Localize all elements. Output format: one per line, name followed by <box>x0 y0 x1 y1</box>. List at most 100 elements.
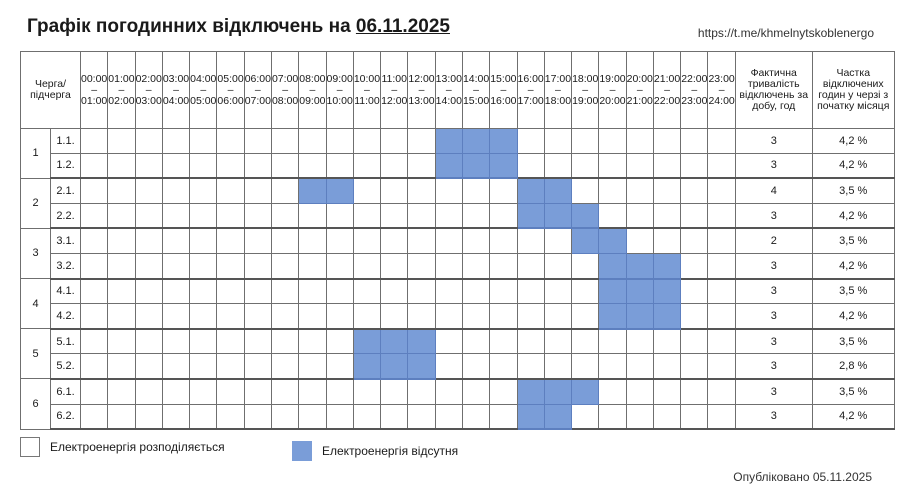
subqueue-label: 1.2. <box>50 152 81 180</box>
hour-cell-power <box>707 353 736 380</box>
hour-cell-power <box>352 177 382 204</box>
hour-cell-outage <box>461 152 491 180</box>
hour-cell-power <box>680 353 709 380</box>
hour-cell-power <box>652 177 682 204</box>
hour-cell-power <box>680 403 709 431</box>
hour-cell-outage <box>543 202 573 230</box>
hour-cell-power <box>134 202 163 230</box>
hour-cell-power <box>434 227 463 254</box>
hour-cell-outage <box>434 152 463 180</box>
hour-cell-power <box>543 353 573 380</box>
hour-cell-power <box>325 227 354 254</box>
hour-cell-power <box>298 227 327 254</box>
hour-cell-power <box>298 403 327 431</box>
hour-header: 07:00–08:00 <box>270 51 300 129</box>
hour-cell-power <box>243 328 272 355</box>
hour-cell-power <box>652 152 682 180</box>
legend-off-swatch <box>292 441 312 461</box>
hour-cell-power <box>407 403 436 431</box>
hour-cell-power <box>516 227 545 254</box>
hour-cell-power <box>189 252 218 280</box>
hour-cell-power <box>461 202 491 230</box>
queue-number: 2 <box>20 177 51 229</box>
hour-cell-power <box>325 353 354 380</box>
hour-cell-power <box>216 378 245 405</box>
hour-cell-power <box>189 403 218 431</box>
subqueue-label: 4.1. <box>50 278 81 305</box>
hour-cell-power <box>380 378 409 405</box>
hour-cell-power <box>325 328 354 355</box>
hour-header: 19:00–20:00 <box>598 51 627 129</box>
hour-cell-outage <box>352 328 382 355</box>
hour-cell-power <box>707 378 736 405</box>
hour-cell-power <box>598 378 627 405</box>
hour-cell-power <box>407 378 436 405</box>
hour-cell-power <box>216 278 245 305</box>
share-value: 3,5 % <box>811 328 895 355</box>
hour-header: 10:00–11:00 <box>352 51 382 129</box>
hour-cell-power <box>298 128 327 154</box>
hour-cell-power <box>189 227 218 254</box>
hour-cell-power <box>407 252 436 280</box>
hour-cell-power <box>434 403 463 431</box>
hour-cell-power <box>243 177 272 204</box>
hour-cell-power <box>489 202 518 230</box>
hour-cell-power <box>489 252 518 280</box>
hour-cell-power <box>107 152 136 180</box>
hour-cell-outage <box>489 128 518 154</box>
hour-cell-power <box>79 227 109 254</box>
hour-cell-power <box>598 202 627 230</box>
hour-cell-power <box>270 378 300 405</box>
table-row: 6 6.1. 3 3,5 % <box>20 378 895 430</box>
channel-link[interactable]: https://t.me/khmelnytskoblenergo <box>697 26 874 40</box>
hour-cell-power <box>298 252 327 280</box>
hour-cell-power <box>652 353 682 380</box>
hour-cell-power <box>216 227 245 254</box>
hour-cell-power <box>298 152 327 180</box>
hour-cell-power <box>625 227 654 254</box>
hour-cell-power <box>652 128 682 154</box>
hour-cell-power <box>352 202 382 230</box>
hour-cell-power <box>434 177 463 204</box>
queue-number: 6 <box>20 378 51 430</box>
subqueue-label: 6.1. <box>50 378 81 405</box>
subqueue-label: 6.2. <box>50 403 81 431</box>
hour-cell-outage <box>461 128 491 154</box>
hour-cell-power <box>680 328 709 355</box>
hour-cell-power <box>134 177 163 204</box>
hour-cell-power <box>489 278 518 305</box>
hour-header: 22:00–23:00 <box>680 51 709 129</box>
hour-header: 18:00–19:00 <box>571 51 600 129</box>
hour-cell-power <box>625 378 654 405</box>
hour-header: 16:00–17:00 <box>516 51 545 129</box>
hour-cell-power <box>134 278 163 305</box>
hour-cell-power <box>107 202 136 230</box>
hour-cell-outage <box>652 303 682 330</box>
hour-cell-outage <box>325 177 354 204</box>
hour-cell-power <box>380 128 409 154</box>
hour-header: 21:00–22:00 <box>652 51 682 129</box>
hour-cell-power <box>161 353 191 380</box>
hour-cell-power <box>434 202 463 230</box>
hour-cell-power <box>352 303 382 330</box>
hour-cell-power <box>134 303 163 330</box>
hour-cell-power <box>571 128 600 154</box>
hour-cell-power <box>161 328 191 355</box>
hour-cell-power <box>598 353 627 380</box>
duration-value: 3 <box>734 403 813 431</box>
hour-cell-power <box>625 177 654 204</box>
hour-cell-outage <box>380 353 409 380</box>
hour-cell-power <box>571 152 600 180</box>
hour-cell-power <box>298 353 327 380</box>
hour-cell-power <box>79 303 109 330</box>
hour-cell-power <box>79 152 109 180</box>
hour-cell-power <box>434 278 463 305</box>
hour-header: 13:00–14:00 <box>434 51 463 129</box>
hour-cell-power <box>489 227 518 254</box>
hour-cell-power <box>325 378 354 405</box>
hour-cell-power <box>625 152 654 180</box>
hour-cell-power <box>270 403 300 431</box>
hour-cell-outage <box>598 227 627 254</box>
duration-value: 3 <box>734 202 813 230</box>
hour-cell-outage <box>543 378 573 405</box>
